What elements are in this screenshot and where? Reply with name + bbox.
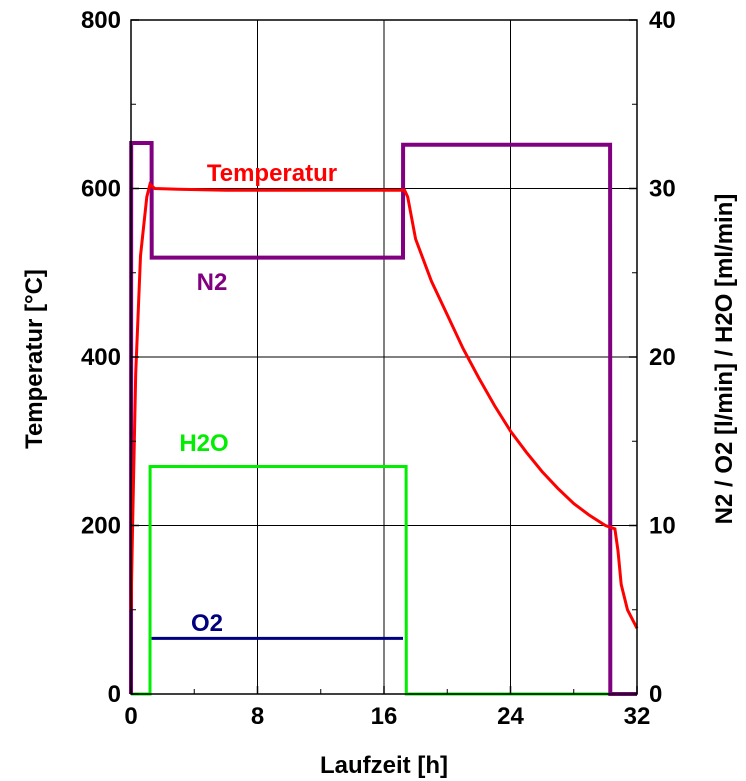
y2-axis-title: N2 / O2 [l/min] / H2O [ml/min]: [711, 194, 738, 525]
y2-tick-label: 40: [649, 7, 676, 34]
x-tick-label: 32: [624, 703, 651, 730]
y2-tick-label: 10: [649, 513, 676, 540]
y2-tick-label: 0: [649, 681, 662, 708]
x-tick-label: 0: [124, 703, 137, 730]
series-line-n2: [129, 141, 637, 696]
y-tick-label: 600: [81, 176, 121, 203]
series-label-h2o: H2O: [179, 430, 228, 457]
series-line-temperatur: [129, 181, 639, 629]
y-axis-title: Temperatur [°C]: [21, 269, 48, 449]
grid: [131, 20, 637, 694]
y2-tick-label: 30: [649, 176, 676, 203]
x-axis-title: Laufzeit [h]: [320, 752, 448, 779]
tick-layer: [130, 19, 638, 695]
series-label-o2: O2: [191, 610, 223, 637]
x-tick-label: 24: [497, 703, 524, 730]
x-tick-label: 16: [371, 703, 398, 730]
label-layer: 0 8 16 24 320200400600800010203040Temperatur…: [81, 7, 676, 730]
y-tick-label: 800: [81, 7, 121, 34]
y-tick-label: 0: [108, 681, 121, 708]
series-label-n2: N2: [197, 269, 228, 296]
series-label-temperatur: Temperatur: [207, 160, 337, 187]
y-tick-label: 200: [81, 513, 121, 540]
x-tick-label: 8: [251, 703, 264, 730]
y-tick-label: 400: [81, 344, 121, 371]
y2-tick-label: 20: [649, 344, 676, 371]
